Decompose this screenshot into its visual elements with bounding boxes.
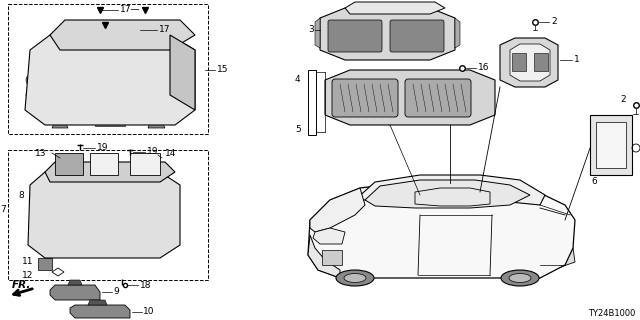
Polygon shape [365, 180, 530, 208]
Polygon shape [315, 18, 320, 48]
Text: A: A [323, 251, 329, 257]
Text: 10: 10 [143, 308, 154, 316]
Text: FR.: FR. [12, 280, 31, 290]
Ellipse shape [121, 201, 139, 219]
Text: 17: 17 [159, 26, 170, 35]
Text: 6: 6 [591, 178, 596, 187]
Bar [95, 118, 125, 126]
Polygon shape [320, 8, 455, 60]
Polygon shape [308, 183, 575, 278]
FancyBboxPatch shape [332, 79, 398, 117]
Polygon shape [52, 122, 68, 128]
Polygon shape [35, 182, 172, 250]
Bar [308, 70, 316, 135]
Text: 2: 2 [620, 95, 626, 105]
Polygon shape [170, 35, 195, 110]
Text: 12: 12 [22, 270, 33, 279]
Text: 17—: 17— [120, 5, 141, 14]
Ellipse shape [26, 90, 34, 100]
Text: 5: 5 [295, 125, 301, 134]
Polygon shape [148, 122, 165, 128]
FancyBboxPatch shape [390, 20, 444, 52]
Polygon shape [510, 44, 550, 81]
FancyBboxPatch shape [328, 20, 382, 52]
Bar [38, 258, 52, 270]
Bar [8, 150, 208, 280]
Bar [590, 115, 632, 175]
Bar [512, 53, 526, 71]
Ellipse shape [26, 75, 34, 85]
Bar [55, 153, 83, 175]
Text: 4: 4 [295, 76, 301, 84]
Bar [596, 122, 626, 168]
Text: 13: 13 [35, 148, 47, 157]
Bar [90, 153, 118, 175]
Text: 16: 16 [478, 63, 490, 73]
Polygon shape [45, 162, 175, 182]
Bar [8, 4, 208, 134]
Polygon shape [50, 20, 195, 50]
Polygon shape [68, 280, 82, 285]
Polygon shape [313, 228, 345, 244]
Text: 2: 2 [551, 18, 557, 27]
Polygon shape [310, 188, 365, 232]
Bar [322, 250, 342, 265]
Polygon shape [455, 18, 460, 48]
Bar [130, 153, 160, 175]
Polygon shape [500, 38, 558, 87]
Ellipse shape [344, 274, 366, 283]
Polygon shape [35, 55, 185, 115]
Text: 19: 19 [147, 148, 159, 156]
Bar [534, 53, 548, 71]
Polygon shape [88, 300, 107, 305]
FancyBboxPatch shape [405, 79, 471, 117]
Ellipse shape [183, 74, 189, 82]
Ellipse shape [47, 207, 63, 222]
Text: 8: 8 [18, 190, 24, 199]
Text: 3: 3 [308, 26, 314, 35]
Ellipse shape [509, 274, 531, 283]
Polygon shape [308, 235, 340, 278]
Polygon shape [50, 285, 100, 300]
Polygon shape [25, 35, 195, 125]
Polygon shape [70, 305, 130, 318]
Text: 7: 7 [0, 205, 6, 214]
Text: 18: 18 [140, 281, 152, 290]
Text: 9: 9 [113, 287, 119, 297]
Ellipse shape [183, 88, 189, 96]
Text: 11: 11 [22, 257, 33, 266]
Text: 19: 19 [97, 143, 109, 153]
Polygon shape [558, 248, 575, 268]
Text: 14: 14 [165, 148, 177, 157]
Ellipse shape [81, 201, 99, 219]
Polygon shape [355, 175, 545, 205]
Polygon shape [345, 2, 445, 14]
Text: 1: 1 [574, 55, 580, 65]
Ellipse shape [336, 270, 374, 286]
Text: TY24B1000: TY24B1000 [588, 309, 635, 318]
Ellipse shape [501, 270, 539, 286]
Ellipse shape [152, 207, 168, 222]
Polygon shape [28, 172, 180, 258]
Polygon shape [325, 70, 495, 125]
Text: 15: 15 [217, 66, 228, 75]
